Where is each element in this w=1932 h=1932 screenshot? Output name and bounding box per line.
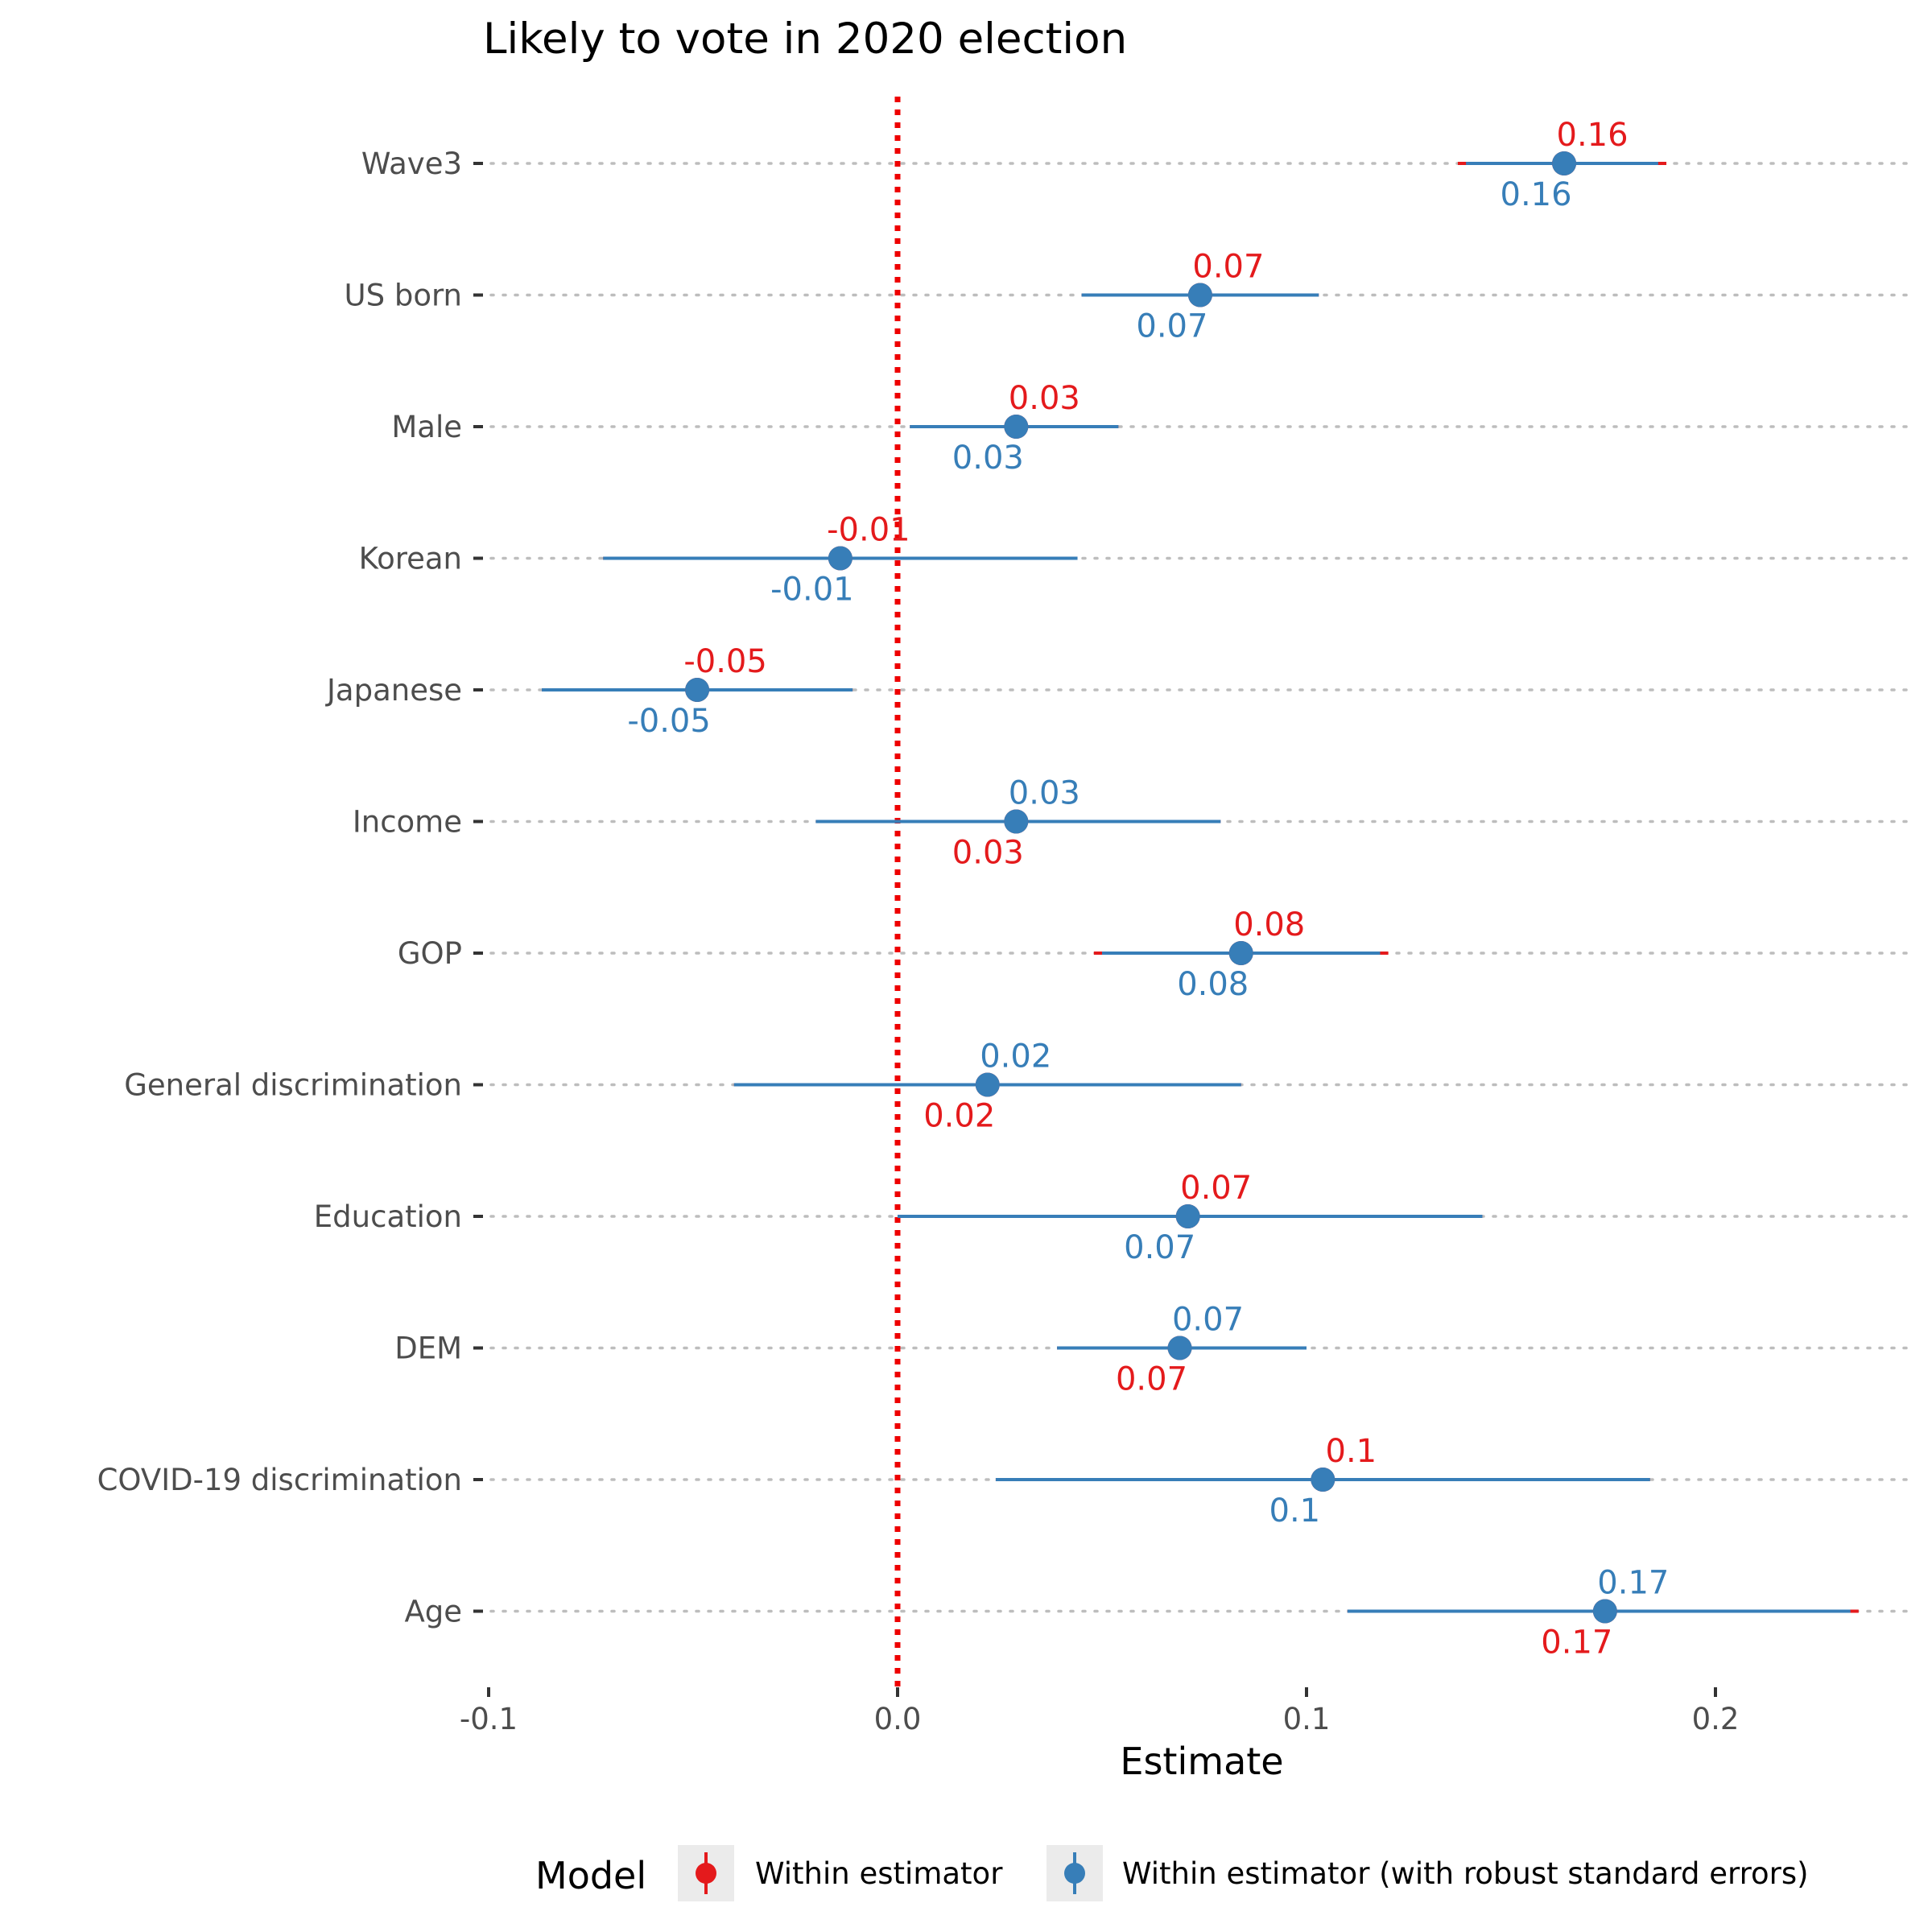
- data-labels: 0.160.160.070.070.030.03-0.01-0.01-0.05-…: [627, 117, 1669, 1662]
- y-tick-label-gop: GOP: [398, 936, 462, 971]
- label-robust-age: 0.17: [1597, 1565, 1669, 1602]
- label-robust-income: 0.03: [1009, 775, 1080, 812]
- y-tick-label-education: Education: [314, 1199, 462, 1234]
- x-axis: -0.1 0.0 0.1 0.2: [460, 1687, 1740, 1736]
- point-robust-education: [1175, 1204, 1200, 1228]
- y-tick-label-income: Income: [353, 805, 462, 840]
- y-tick-label-male: Male: [391, 410, 462, 444]
- point-robust-us-born: [1187, 283, 1212, 308]
- label-robust-general-discrimination: 0.02: [980, 1038, 1051, 1075]
- y-tick-label-japanese: Japanese: [325, 673, 462, 708]
- point-robust-japanese: [685, 678, 710, 702]
- label-within-general-discrimination: 0.02: [923, 1098, 995, 1135]
- x-axis-label: Estimate: [1120, 1740, 1283, 1783]
- y-axis: Wave3 US born Male Korean Japanese Income GOP G…: [97, 147, 483, 1629]
- label-within-income: 0.03: [952, 835, 1024, 872]
- y-tick-label-korean: Korean: [359, 542, 462, 576]
- legend-entry-within: Within estimator: [755, 1856, 1003, 1891]
- label-robust-male: 0.03: [952, 440, 1024, 477]
- y-tick-label-us-born: US born: [345, 279, 462, 313]
- point-robust-wave3: [1552, 151, 1577, 175]
- label-within-age: 0.17: [1541, 1624, 1612, 1662]
- label-robust-gop: 0.08: [1177, 966, 1249, 1003]
- x-tick-label--0.1: -0.1: [460, 1702, 518, 1736]
- gridlines: [489, 162, 1918, 1613]
- x-tick-label-0.2: 0.2: [1692, 1702, 1740, 1736]
- label-robust-japanese: -0.05: [627, 703, 711, 740]
- legend-key-robust-point: [1064, 1863, 1085, 1884]
- y-tick-label-age: Age: [404, 1595, 462, 1629]
- legend-entry-robust: Within estimator (with robust standard e…: [1122, 1856, 1809, 1891]
- x-tick-label-0.1: 0.1: [1283, 1702, 1331, 1736]
- label-within-gop: 0.08: [1233, 906, 1305, 943]
- label-within-dem: 0.07: [1116, 1361, 1187, 1398]
- chart-title: Likely to vote in 2020 election: [483, 14, 1127, 64]
- y-tick-label-wave3: Wave3: [361, 147, 462, 181]
- label-robust-us-born: 0.07: [1136, 308, 1208, 345]
- label-within-japanese: -0.05: [683, 643, 767, 680]
- data-marks: [542, 151, 1859, 1624]
- point-robust-age: [1592, 1599, 1617, 1624]
- point-robust-income: [1004, 809, 1029, 834]
- y-tick-label-dem: DEM: [394, 1331, 462, 1366]
- point-robust-covid-19-discrimination: [1311, 1468, 1335, 1492]
- label-within-education: 0.07: [1180, 1170, 1252, 1207]
- point-robust-male: [1004, 415, 1029, 439]
- label-within-male: 0.03: [1009, 380, 1080, 417]
- point-robust-dem: [1167, 1335, 1192, 1360]
- legend-key-within-point: [696, 1863, 716, 1884]
- y-tick-label-covid-19-discrimination: COVID-19 discrimination: [97, 1463, 462, 1497]
- y-tick-label-general-discrimination: General discrimination: [124, 1068, 462, 1103]
- label-robust-korean: -0.01: [770, 572, 854, 609]
- label-within-korean: -0.01: [827, 512, 910, 549]
- legend: Model Within estimator Within estimator …: [535, 1845, 1809, 1901]
- label-within-covid-19-discrimination: 0.1: [1326, 1433, 1377, 1470]
- label-within-us-born: 0.07: [1192, 249, 1264, 286]
- point-robust-korean: [828, 546, 852, 571]
- label-robust-wave3: 0.16: [1501, 176, 1572, 213]
- label-within-wave3: 0.16: [1557, 117, 1629, 154]
- label-robust-covid-19-discrimination: 0.1: [1269, 1492, 1321, 1530]
- point-robust-gop: [1228, 941, 1253, 965]
- label-robust-dem: 0.07: [1172, 1302, 1244, 1339]
- legend-title: Model: [535, 1854, 646, 1897]
- point-robust-general-discrimination: [975, 1072, 1000, 1097]
- x-tick-label-0.0: 0.0: [874, 1702, 922, 1736]
- label-robust-education: 0.07: [1124, 1229, 1195, 1266]
